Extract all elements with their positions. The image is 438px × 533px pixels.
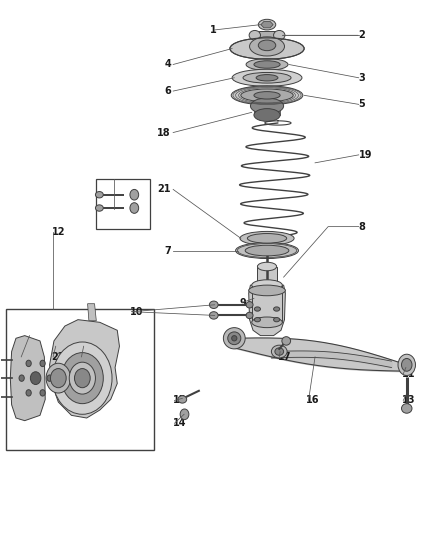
Bar xyxy=(259,31,275,39)
Ellipse shape xyxy=(275,348,284,356)
Ellipse shape xyxy=(230,38,304,59)
Ellipse shape xyxy=(30,372,41,384)
Ellipse shape xyxy=(247,233,287,243)
Ellipse shape xyxy=(254,61,280,68)
Text: 4: 4 xyxy=(164,60,171,69)
Ellipse shape xyxy=(241,89,293,102)
Ellipse shape xyxy=(40,390,45,396)
Polygon shape xyxy=(49,320,120,418)
Ellipse shape xyxy=(26,360,31,367)
Text: 8: 8 xyxy=(359,222,366,232)
Polygon shape xyxy=(249,285,286,336)
Ellipse shape xyxy=(130,203,139,213)
Ellipse shape xyxy=(274,30,285,40)
Ellipse shape xyxy=(254,92,280,99)
Ellipse shape xyxy=(258,262,277,271)
Ellipse shape xyxy=(282,337,290,345)
Text: 11: 11 xyxy=(403,369,416,379)
Ellipse shape xyxy=(402,403,412,413)
Text: 7: 7 xyxy=(164,246,171,255)
Bar xyxy=(254,104,280,115)
Ellipse shape xyxy=(243,72,291,83)
Text: 10: 10 xyxy=(130,306,143,317)
Ellipse shape xyxy=(178,395,187,403)
Ellipse shape xyxy=(180,409,189,419)
Ellipse shape xyxy=(246,312,253,319)
Text: 15: 15 xyxy=(173,395,187,406)
Text: 19: 19 xyxy=(359,150,372,160)
Polygon shape xyxy=(261,21,273,28)
Ellipse shape xyxy=(236,243,298,259)
Text: 18: 18 xyxy=(157,127,171,138)
Text: 20: 20 xyxy=(112,204,126,214)
Ellipse shape xyxy=(50,368,66,387)
Ellipse shape xyxy=(249,285,286,296)
Ellipse shape xyxy=(130,189,139,200)
Ellipse shape xyxy=(254,109,280,122)
Ellipse shape xyxy=(69,362,95,394)
Ellipse shape xyxy=(258,281,277,289)
Polygon shape xyxy=(88,304,96,321)
Ellipse shape xyxy=(250,37,285,56)
Ellipse shape xyxy=(19,375,24,381)
Bar xyxy=(96,179,150,229)
Ellipse shape xyxy=(40,360,45,367)
Ellipse shape xyxy=(246,302,253,308)
Text: 12: 12 xyxy=(52,227,66,237)
Bar xyxy=(6,309,154,450)
Ellipse shape xyxy=(256,75,278,81)
Ellipse shape xyxy=(223,328,245,349)
Text: 21: 21 xyxy=(158,184,171,195)
Ellipse shape xyxy=(74,368,90,387)
Ellipse shape xyxy=(95,191,103,198)
Ellipse shape xyxy=(258,19,276,30)
Ellipse shape xyxy=(398,354,416,375)
Bar xyxy=(252,285,283,322)
Ellipse shape xyxy=(209,301,218,309)
Text: 24: 24 xyxy=(19,352,32,362)
Text: 6: 6 xyxy=(164,86,171,96)
Ellipse shape xyxy=(231,86,303,105)
Text: 17: 17 xyxy=(278,352,291,362)
Ellipse shape xyxy=(53,342,112,414)
Ellipse shape xyxy=(232,69,302,86)
Ellipse shape xyxy=(209,312,218,319)
Ellipse shape xyxy=(272,345,287,358)
Bar xyxy=(258,266,277,285)
Text: 22: 22 xyxy=(51,352,64,362)
Ellipse shape xyxy=(274,318,280,322)
Ellipse shape xyxy=(251,98,284,114)
Ellipse shape xyxy=(61,353,103,403)
Text: 3: 3 xyxy=(359,73,365,83)
Ellipse shape xyxy=(246,59,288,70)
Polygon shape xyxy=(11,336,45,421)
Text: 1: 1 xyxy=(210,25,217,35)
Text: 5: 5 xyxy=(359,99,365,109)
Text: 23: 23 xyxy=(79,352,93,362)
Ellipse shape xyxy=(252,280,283,290)
Ellipse shape xyxy=(249,30,261,40)
Ellipse shape xyxy=(228,332,241,345)
Ellipse shape xyxy=(254,318,261,322)
Ellipse shape xyxy=(402,359,412,371)
Ellipse shape xyxy=(245,245,289,256)
Text: 9: 9 xyxy=(240,297,247,308)
Text: 14: 14 xyxy=(173,418,187,429)
Ellipse shape xyxy=(240,231,294,245)
Ellipse shape xyxy=(232,336,237,341)
Ellipse shape xyxy=(46,364,71,393)
Text: 16: 16 xyxy=(306,395,320,406)
Text: 13: 13 xyxy=(403,395,416,406)
Ellipse shape xyxy=(47,375,52,381)
Text: 2: 2 xyxy=(359,30,365,41)
Ellipse shape xyxy=(26,390,31,396)
Ellipse shape xyxy=(254,307,261,311)
Ellipse shape xyxy=(252,317,283,328)
Ellipse shape xyxy=(258,40,276,51)
Ellipse shape xyxy=(95,205,103,211)
Ellipse shape xyxy=(274,307,280,311)
